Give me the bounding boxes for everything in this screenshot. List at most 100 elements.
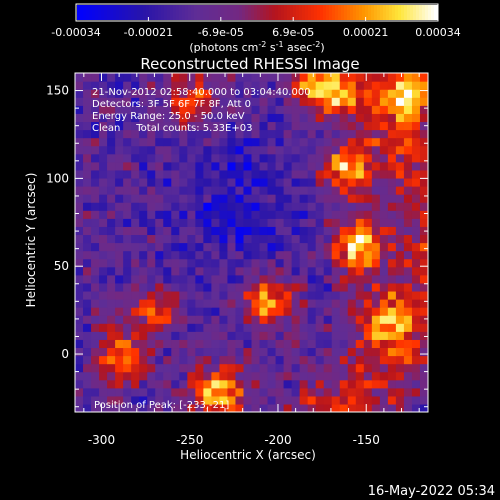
heatmap-cell: [339, 331, 349, 340]
heatmap-cell: [91, 387, 100, 397]
heatmap-cell: [379, 323, 389, 332]
heatmap-cell: [99, 73, 108, 82]
heatmap-cell: [203, 363, 212, 373]
x-tick-label: -250: [176, 433, 203, 447]
heatmap-cell: [347, 363, 357, 373]
heatmap-cell: [307, 371, 317, 381]
heatmap-cell: [323, 347, 333, 357]
heatmap-cell: [395, 387, 405, 397]
heatmap-cell: [347, 242, 357, 252]
heatmap-cell: [75, 161, 84, 171]
heatmap-cell: [171, 145, 180, 155]
heatmap-cell: [107, 210, 116, 219]
heatmap-cell: [195, 307, 204, 316]
heatmap-cell: [227, 161, 237, 171]
heatmap-cell: [91, 371, 100, 381]
heatmap-cell: [323, 129, 333, 139]
heatmap-cell: [315, 274, 325, 284]
heatmap-cell: [419, 266, 428, 276]
heatmap-cell: [131, 89, 140, 98]
heatmap-cell: [155, 137, 164, 147]
heatmap-cell: [275, 282, 285, 292]
heatmap-cell: [411, 395, 421, 405]
heatmap-cell: [267, 177, 277, 187]
heatmap-cell: [323, 266, 333, 276]
heatmap-cell: [163, 129, 172, 139]
heatmap-cell: [179, 371, 188, 381]
heatmap-cell: [419, 395, 428, 405]
heatmap-cell: [219, 331, 229, 340]
heatmap-cell: [179, 89, 188, 98]
heatmap-cell: [315, 315, 325, 324]
heatmap-cell: [387, 129, 397, 139]
heatmap-cell: [147, 315, 156, 324]
heatmap-cell: [395, 234, 405, 244]
colorbar-segment: [170, 5, 174, 20]
heatmap-cell: [187, 186, 196, 195]
heatmap-cell: [315, 153, 325, 163]
heatmap-cell: [227, 290, 237, 300]
heatmap-cell: [331, 403, 341, 412]
heatmap-cell: [123, 315, 132, 324]
heatmap-cell: [235, 379, 245, 389]
heatmap-cell: [323, 97, 333, 106]
heatmap-cell: [395, 282, 405, 292]
heatmap-cell: [403, 403, 413, 412]
heatmap-cell: [75, 73, 84, 82]
heatmap-cell: [83, 234, 92, 244]
heatmap-cell: [163, 73, 172, 82]
heatmap-cell: [171, 226, 180, 236]
heatmap-cell: [203, 89, 212, 98]
heatmap-cell: [291, 371, 301, 381]
heatmap-cell: [323, 403, 333, 412]
heatmap-cell: [235, 307, 245, 316]
heatmap-cell: [75, 169, 84, 179]
heatmap-cell: [243, 186, 253, 195]
heatmap-cell: [139, 177, 148, 187]
heatmap-cell: [187, 363, 196, 373]
heatmap-cell: [419, 363, 428, 373]
heatmap-cell: [395, 339, 405, 349]
heatmap-cell: [115, 395, 124, 405]
heatmap-cell: [187, 403, 196, 412]
heatmap-cell: [115, 234, 124, 244]
heatmap-cell: [107, 113, 116, 123]
heatmap-cell: [355, 307, 365, 316]
heatmap-cell: [171, 331, 180, 340]
heatmap-cell: [371, 161, 381, 171]
heatmap-cell: [235, 299, 245, 308]
heatmap-cell: [107, 387, 116, 397]
heatmap-cell: [131, 290, 140, 300]
heatmap-cell: [227, 363, 237, 373]
heatmap-cell: [395, 137, 405, 147]
heatmap-cell: [379, 395, 389, 405]
heatmap-cell: [275, 355, 285, 365]
heatmap-cell: [187, 113, 196, 123]
heatmap-cell: [275, 242, 285, 252]
heatmap-cell: [363, 218, 373, 227]
heatmap-cell: [243, 339, 253, 349]
heatmap-cell: [139, 379, 148, 389]
heatmap-cell: [347, 258, 357, 268]
heatmap-cell: [371, 266, 381, 276]
heatmap-cell: [91, 226, 100, 236]
heatmap-cell: [371, 210, 381, 219]
heatmap-cell: [331, 202, 341, 211]
heatmap-cell: [179, 274, 188, 284]
heatmap-cell: [275, 339, 285, 349]
heatmap-cell: [107, 137, 116, 147]
heatmap-cell: [283, 129, 293, 139]
heatmap-cell: [291, 355, 301, 365]
heatmap-cell: [211, 323, 221, 332]
heatmap-cell: [203, 323, 212, 332]
heatmap-cell: [275, 371, 285, 381]
heatmap-cell: [403, 129, 413, 139]
heatmap-cell: [163, 363, 172, 373]
heatmap-cell: [307, 323, 317, 332]
heatmap-cell: [339, 234, 349, 244]
heatmap-cell: [139, 186, 148, 195]
heatmap-cell: [251, 129, 261, 139]
heatmap-cell: [155, 194, 164, 203]
colorbar-segment: [155, 5, 159, 20]
heatmap-cell: [155, 218, 164, 227]
